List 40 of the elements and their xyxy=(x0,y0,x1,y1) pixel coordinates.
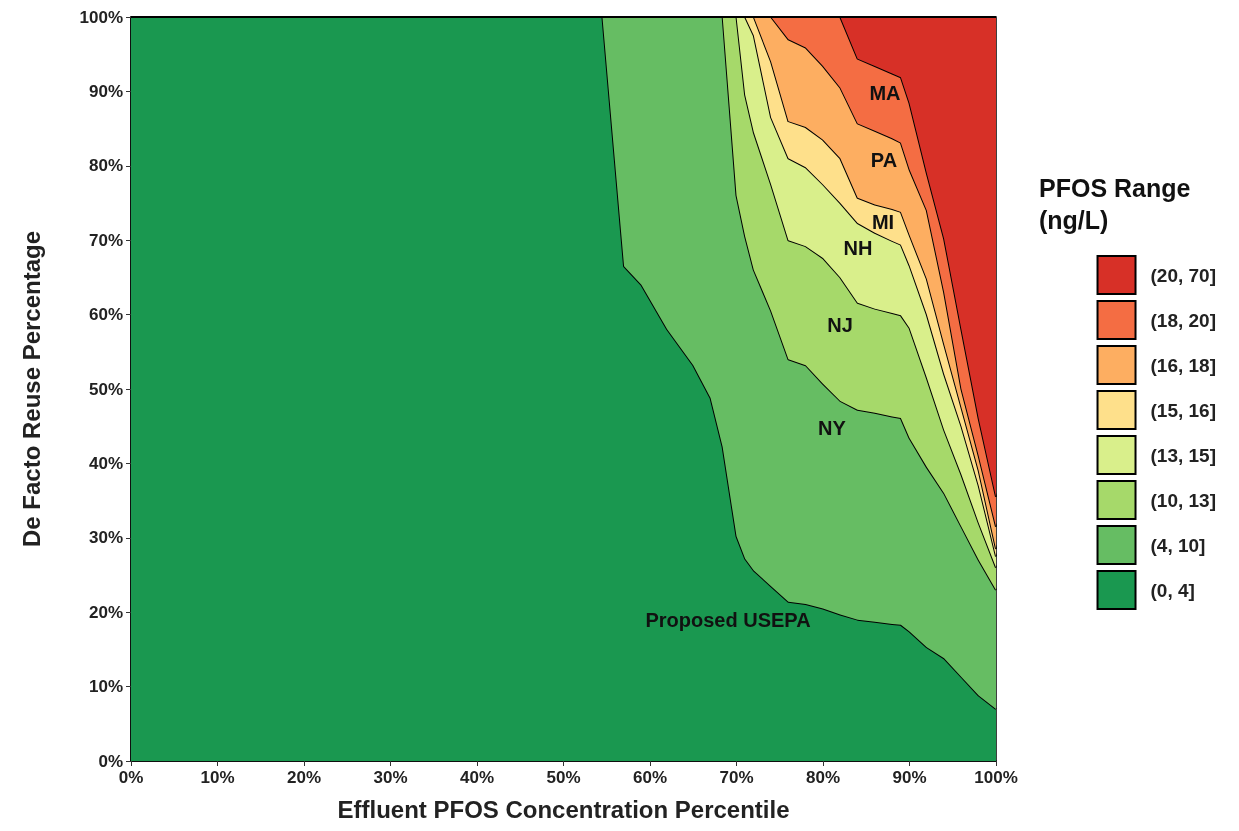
y-tick-label: 60% xyxy=(88,305,123,325)
y-tick-label: 80% xyxy=(88,156,123,176)
y-tick-label: 70% xyxy=(88,230,123,250)
y-tick-label: 50% xyxy=(88,379,123,399)
annotation: PA xyxy=(870,149,898,171)
y-tick-label: 100% xyxy=(79,7,123,27)
x-tick-label: 50% xyxy=(546,768,581,787)
annotation: NH xyxy=(843,237,873,259)
legend-label: (4, 10] xyxy=(1150,534,1206,556)
annotation: MI xyxy=(871,211,895,233)
x-tick-label: 40% xyxy=(459,768,495,787)
annotation: MA xyxy=(869,82,901,104)
x-tick-label: 80% xyxy=(805,768,841,787)
y-axis-title: De Facto Reuse Percentage xyxy=(17,230,45,548)
x-tick-label: 0% xyxy=(118,768,144,787)
x-tick-label: 60% xyxy=(632,768,668,787)
x-tick-label: 90% xyxy=(892,768,927,787)
legend-label: (0, 4] xyxy=(1150,579,1195,601)
y-tick-label: 0% xyxy=(98,751,123,771)
legend-label: (13, 15] xyxy=(1150,444,1216,466)
y-tick-label: 20% xyxy=(88,602,123,622)
legend-title: PFOS Range (ng/L) xyxy=(1039,174,1198,234)
y-tick-label: 40% xyxy=(88,453,123,473)
x-tick-label: 20% xyxy=(286,768,322,787)
legend-label: (15, 16] xyxy=(1150,399,1216,421)
annotation: Proposed USEPA xyxy=(645,609,811,631)
y-tick-label: 30% xyxy=(88,528,123,548)
y-tick-label: 10% xyxy=(88,677,123,697)
y-tick-label: 90% xyxy=(88,81,123,101)
x-tick-label: 10% xyxy=(200,768,235,787)
annotation: NY xyxy=(818,417,847,439)
annotation: NJ xyxy=(827,314,853,336)
x-axis-title: Effluent PFOS Concentration Percentile xyxy=(337,795,790,823)
x-tick-label: 30% xyxy=(373,768,408,787)
legend-label: (18, 20] xyxy=(1150,309,1216,331)
legend-label: (20, 70] xyxy=(1150,264,1216,286)
legend-label: (16, 18] xyxy=(1150,354,1216,376)
legend-label: (10, 13] xyxy=(1150,489,1216,511)
x-tick-label: 70% xyxy=(719,768,754,787)
x-tick-label: 100% xyxy=(974,768,1018,787)
